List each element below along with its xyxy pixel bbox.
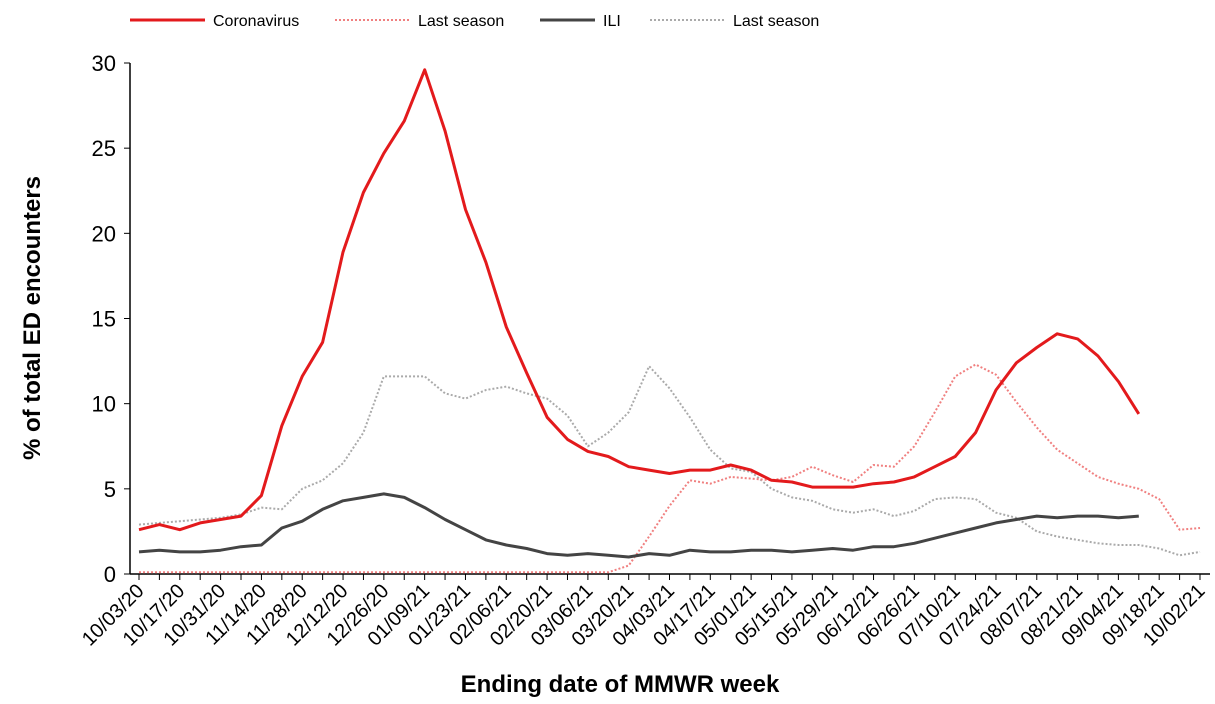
y-tick-label: 10 <box>92 392 116 417</box>
legend-label: ILI <box>603 13 621 30</box>
legend-label: Coronavirus <box>213 13 299 30</box>
series-line <box>138 68 1141 532</box>
y-axis-title: % of total ED encounters <box>19 176 46 460</box>
series-line <box>139 363 1201 574</box>
y-tick-label: 30 <box>92 51 116 76</box>
legend-label: Last season <box>733 13 819 30</box>
y-tick-label: 5 <box>104 477 116 502</box>
y-tick-label: 20 <box>92 221 116 246</box>
y-tick-label: 0 <box>104 562 116 587</box>
y-tick-label: 25 <box>92 136 116 161</box>
series-line <box>138 492 1139 559</box>
y-tick-label: 15 <box>92 307 116 332</box>
series-line <box>138 365 1201 557</box>
legend-label: Last season <box>418 13 504 30</box>
x-axis-title: Ending date of MMWR week <box>461 671 780 698</box>
